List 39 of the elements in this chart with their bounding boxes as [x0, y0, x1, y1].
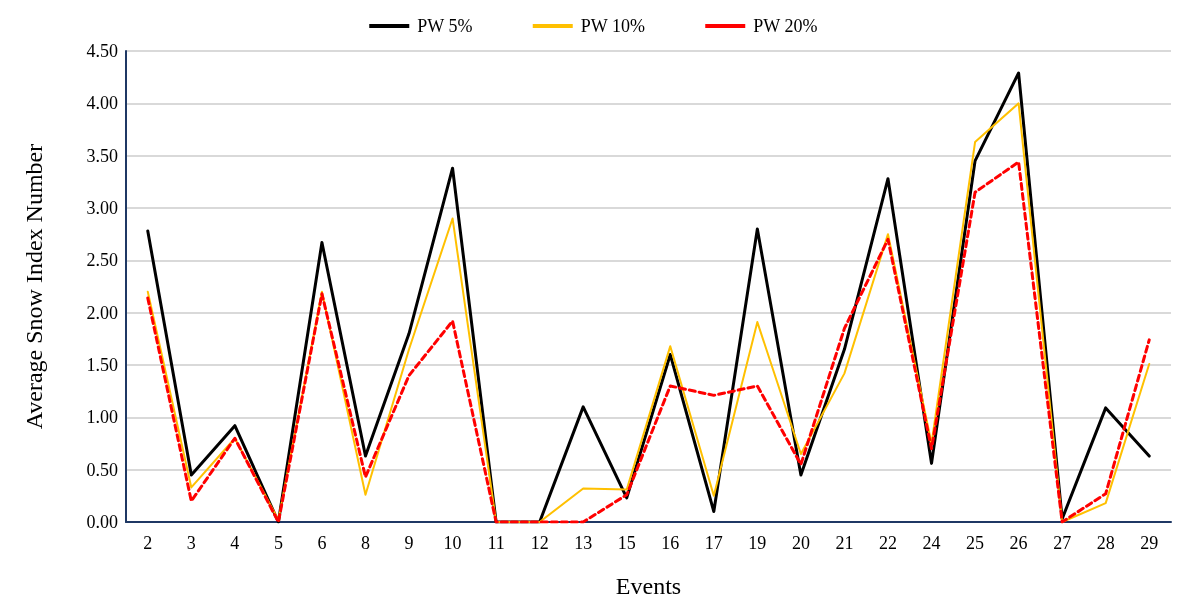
x-tick-label: 15 [617, 533, 636, 553]
x-tick-label: 2 [143, 533, 153, 553]
legend-label: PW 20% [753, 16, 818, 36]
y-tick-label: 3.50 [86, 145, 118, 166]
x-tick-label: 20 [791, 533, 810, 553]
x-tick-label: 5 [273, 533, 283, 553]
y-tick-label: 4.50 [86, 41, 118, 61]
y-tick-label: 1.50 [86, 355, 118, 375]
x-tick-label: 28 [1096, 533, 1115, 553]
y-tick-label: 2.00 [86, 302, 118, 323]
y-tick-label: 0.50 [86, 459, 118, 480]
y-tick-label: 0.00 [86, 512, 118, 532]
x-tick-label: 22 [878, 533, 897, 553]
y-tick-label: 3.00 [86, 198, 118, 218]
x-tick-label: 26 [1009, 533, 1028, 553]
x-tick-label: 12 [530, 533, 549, 553]
x-tick-label: 21 [835, 533, 854, 553]
x-axis-title: Events [615, 573, 682, 599]
y-tick-label: 2.50 [86, 250, 118, 271]
x-tick-label: 13 [574, 533, 593, 553]
x-tick-label: 4 [230, 533, 240, 553]
x-tick-label: 24 [922, 533, 941, 553]
x-tick-label: 16 [661, 533, 680, 553]
x-tick-label: 19 [748, 533, 767, 553]
x-tick-label: 17 [704, 533, 723, 553]
x-tick-label: 8 [360, 533, 370, 553]
y-tick-label: 4.00 [86, 93, 118, 114]
x-tick-label: 10 [443, 533, 462, 553]
y-axis-title: Average Snow Index Number [21, 143, 47, 430]
x-tick-label: 29 [1140, 533, 1159, 553]
x-tick-label: 9 [404, 533, 414, 553]
y-tick-label: 1.00 [86, 407, 118, 428]
legend-label: PW 5% [417, 16, 473, 36]
x-tick-label: 11 [487, 533, 505, 553]
x-tick-label: 25 [966, 533, 985, 553]
legend-label: PW 10% [580, 16, 645, 36]
x-tick-label: 6 [317, 533, 327, 553]
x-tick-label: 3 [186, 533, 196, 553]
x-tick-label: 27 [1053, 533, 1072, 553]
